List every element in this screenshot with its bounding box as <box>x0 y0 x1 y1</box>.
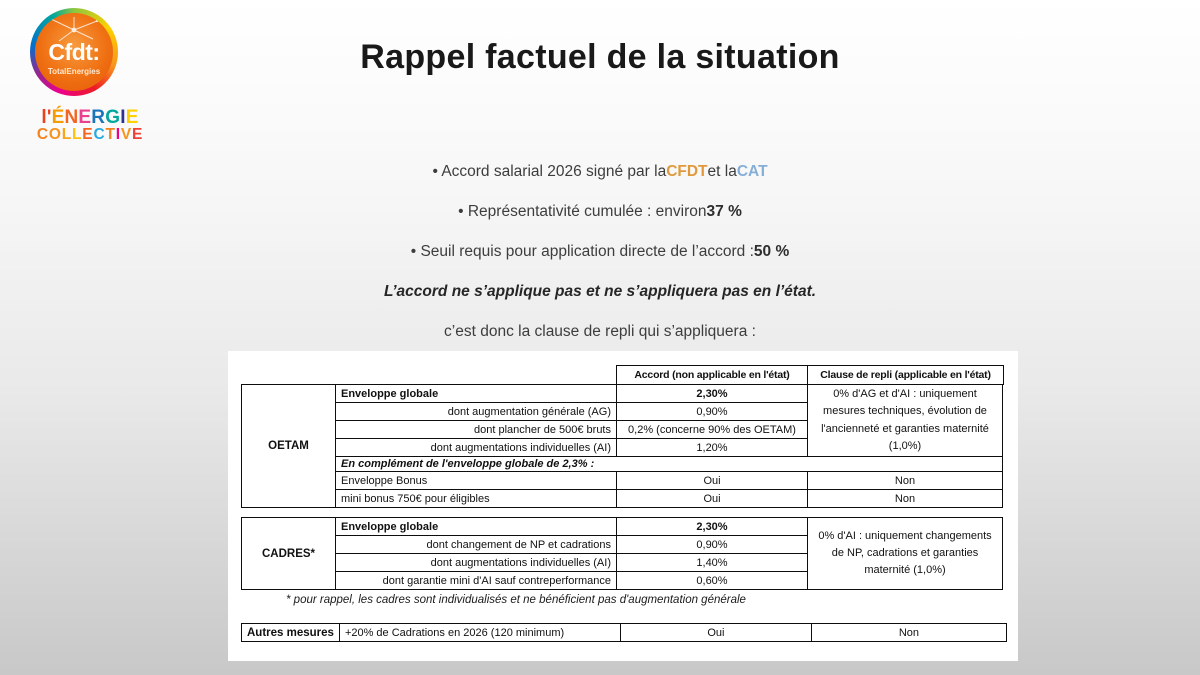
row-value: 1,20% <box>616 438 808 457</box>
bullet1-text: • Accord salarial 2026 signé par la <box>432 163 667 180</box>
row-label: Enveloppe globale <box>335 517 617 536</box>
cadres-footnote: * pour rappel, les cadres sont individua… <box>286 594 746 606</box>
row-value: 1,40% <box>616 553 808 572</box>
tagline-collective: COLLECTIVE <box>36 126 144 143</box>
bullet-list: • Accord salarial 2026 signé par la CFDT… <box>0 152 1200 352</box>
cadres-clause-cell: 0% d'AI : uniquement changements de NP, … <box>807 517 1003 590</box>
cat-label: CAT <box>736 163 768 180</box>
table-row: dont augmentations individuelles (AI) 1,… <box>242 553 1003 572</box>
bullet2-value: 37 % <box>706 203 742 220</box>
table-header: Accord (non applicable en l'état) Clause… <box>616 365 1004 385</box>
logo-circle: Cfdt: TotalEnergies <box>35 13 113 91</box>
row-label: dont augmentations individuelles (AI) <box>335 438 617 457</box>
oetam-clause-cell: 0% d'AG et d'AI : uniquement mesures tec… <box>807 384 1003 457</box>
autres-group-label: Autres mesures <box>241 623 340 642</box>
cadres-table: CADRES* Enveloppe globale 2,30% 0% d'AI … <box>241 517 1003 590</box>
header-accord: Accord (non applicable en l'état) <box>616 365 808 385</box>
row-accord-value: Oui <box>619 623 812 642</box>
table-row: En complément de l'enveloppe globale de … <box>242 456 1003 472</box>
cfdt-label: CFDT <box>666 163 708 180</box>
bullet-seuil: • Seuil requis pour application directe … <box>0 232 1200 272</box>
table-row: Enveloppe Bonus Oui Non <box>242 471 1003 490</box>
row-label: Enveloppe globale <box>335 384 617 403</box>
table-row: dont garantie mini d'AI sauf contreperfo… <box>242 571 1003 590</box>
bullet-accord-signe: • Accord salarial 2026 signé par la CFDT… <box>0 152 1200 192</box>
complement-note: En complément de l'enveloppe globale de … <box>335 456 1003 472</box>
row-value: 0,60% <box>616 571 808 590</box>
row-label: mini bonus 750€ pour éligibles <box>335 489 617 508</box>
row-value: 0,2% (concerne 90% des OETAM) <box>616 420 808 439</box>
row-value: 0,90% <box>616 402 808 421</box>
row-accord-value: Oui <box>616 471 808 490</box>
row-label: dont garantie mini d'AI sauf contreperfo… <box>335 571 617 590</box>
table-row: dont augmentation générale (AG) 0,90% <box>242 402 1003 421</box>
table-row: mini bonus 750€ pour éligibles Oui Non <box>242 489 1003 508</box>
table-row: dont augmentations individuelles (AI) 1,… <box>242 438 1003 457</box>
bullet2-text: • Représentativité cumulée : environ <box>458 203 707 220</box>
table-row: Autres mesures +20% de Cadrations en 202… <box>241 623 1007 642</box>
table-row: CADRES* Enveloppe globale 2,30% 0% d'AI … <box>241 517 1003 590</box>
row-clause-value: Non <box>807 471 1003 490</box>
table-panel: Accord (non applicable en l'état) Clause… <box>228 351 1018 661</box>
oetam-group-label: OETAM <box>241 384 336 508</box>
row-value: 2,30% <box>616 384 808 403</box>
starburst-icon <box>49 17 99 42</box>
page-title: Rappel factuel de la situation <box>360 38 840 76</box>
bullet1-middle: et la <box>707 163 737 180</box>
row-value: 2,30% <box>616 517 808 536</box>
logo-brand-text: Cfdt: <box>48 38 100 65</box>
oetam-table: OETAM Enveloppe globale 2,30% 0% d'AG et… <box>241 384 1003 508</box>
row-label: dont changement de NP et cadrations <box>335 535 617 554</box>
row-value: 0,90% <box>616 535 808 554</box>
row-label: +20% de Cadrations en 2026 (120 minimum) <box>338 623 621 642</box>
bullet-representativite: • Représentativité cumulée : environ 37 … <box>0 192 1200 232</box>
autres-mesures-table: Autres mesures +20% de Cadrations en 202… <box>241 623 1007 642</box>
row-clause-value: Non <box>810 623 1007 642</box>
bullet3-text: • Seuil requis pour application directe … <box>410 243 754 260</box>
tagline-energie: l'ÉNERGIE <box>41 107 139 128</box>
row-clause-value: Non <box>807 489 1003 508</box>
row-label: dont augmentations individuelles (AI) <box>335 553 617 572</box>
row-accord-value: Oui <box>616 489 808 508</box>
logo-brand-subtext: TotalEnergies <box>47 66 101 76</box>
statement-line: L’accord ne s’applique pas et ne s’appli… <box>383 283 817 300</box>
row-label: dont augmentation générale (AG) <box>335 402 617 421</box>
bullet3-value: 50 % <box>753 243 790 260</box>
table-row: OETAM Enveloppe globale 2,30% 0% d'AG et… <box>241 384 1003 508</box>
conclusion-line: c’est donc la clause de repli qui s’appl… <box>444 323 756 340</box>
logo-rainbow-ring: Cfdt: TotalEnergies <box>30 8 118 96</box>
row-label: Enveloppe Bonus <box>335 471 617 490</box>
header-clause: Clause de repli (applicable en l'état) <box>807 365 1004 385</box>
cadres-group-label: CADRES* <box>241 517 336 590</box>
logo-tagline: l'ÉNERGIE COLLECTIVE <box>12 108 168 143</box>
row-label: dont plancher de 500€ bruts <box>335 420 617 439</box>
